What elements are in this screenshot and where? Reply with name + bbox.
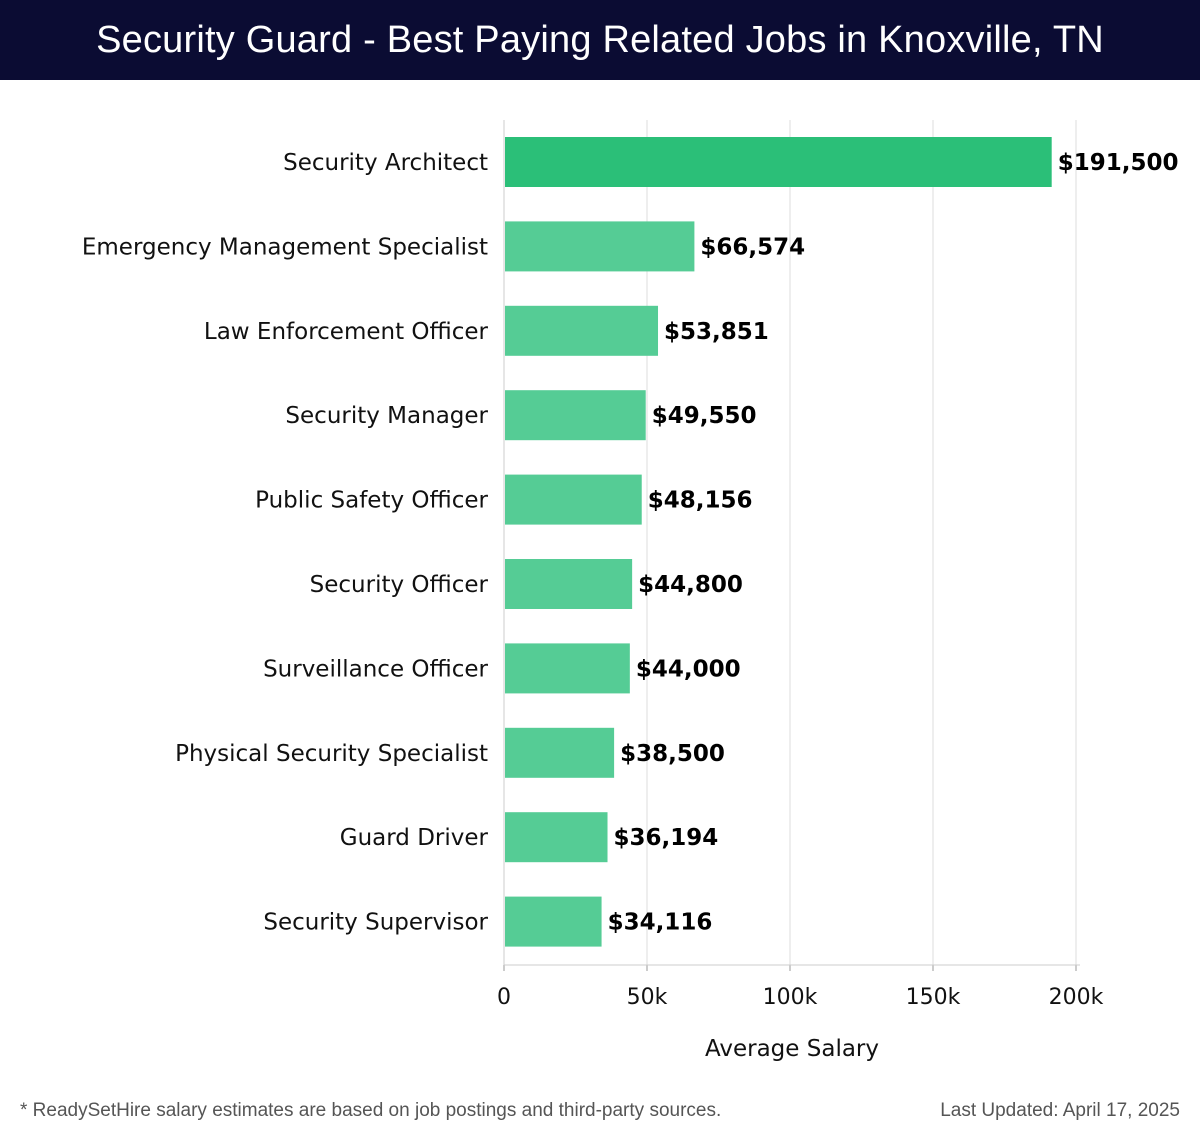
value-label: $53,851 — [664, 319, 769, 345]
category-label: Security Supervisor — [263, 910, 488, 936]
category-label: Security Manager — [285, 403, 488, 429]
category-label: Emergency Management Specialist — [82, 234, 488, 260]
chart-title: Security Guard - Best Paying Related Job… — [96, 18, 1104, 61]
value-label: $34,116 — [608, 910, 713, 936]
value-label: $66,574 — [700, 234, 805, 260]
x-axis-title: Average Salary — [705, 1036, 879, 1062]
value-label: $49,550 — [652, 403, 757, 429]
bar — [505, 812, 608, 863]
bar — [505, 559, 633, 609]
x-tick-label: 100k — [763, 985, 818, 1010]
bar — [505, 643, 630, 694]
bar — [505, 474, 642, 525]
bar — [505, 727, 615, 778]
value-label: $38,500 — [620, 741, 725, 767]
x-axis: 0 50k 100k 150k 200k Average Salary — [497, 120, 1104, 1062]
x-tick-label: 50k — [627, 985, 668, 1010]
value-label: $48,156 — [648, 488, 753, 514]
value-label: $191,500 — [1058, 150, 1179, 176]
last-updated: Last Updated: April 17, 2025 — [940, 1100, 1180, 1121]
bar — [505, 221, 695, 272]
x-tick-label: 200k — [1049, 985, 1104, 1010]
value-label: $44,000 — [636, 656, 741, 682]
bar — [505, 305, 659, 356]
bar-chart: Security Architect $191,500 Emergency Mana… — [82, 120, 1179, 1062]
bar — [505, 390, 646, 441]
value-label: $44,800 — [638, 572, 743, 598]
x-tick-label: 150k — [906, 985, 961, 1010]
x-tick-label: 0 — [497, 985, 511, 1010]
bar — [505, 137, 1052, 187]
category-label: Security Officer — [310, 572, 489, 598]
bars: Security Architect $191,500 Emergency Mana… — [82, 137, 1179, 947]
category-label: Security Architect — [283, 150, 488, 176]
category-label: Law Enforcement Officer — [204, 319, 489, 345]
value-label: $36,194 — [614, 825, 719, 851]
footnote: * ReadySetHire salary estimates are base… — [20, 1100, 722, 1121]
category-label: Surveillance Officer — [263, 656, 488, 682]
category-label: Physical Security Specialist — [175, 741, 488, 767]
bar — [505, 896, 602, 947]
title-bar: Security Guard - Best Paying Related Job… — [0, 0, 1200, 80]
category-label: Public Safety Officer — [255, 488, 488, 514]
category-label: Guard Driver — [340, 825, 489, 851]
